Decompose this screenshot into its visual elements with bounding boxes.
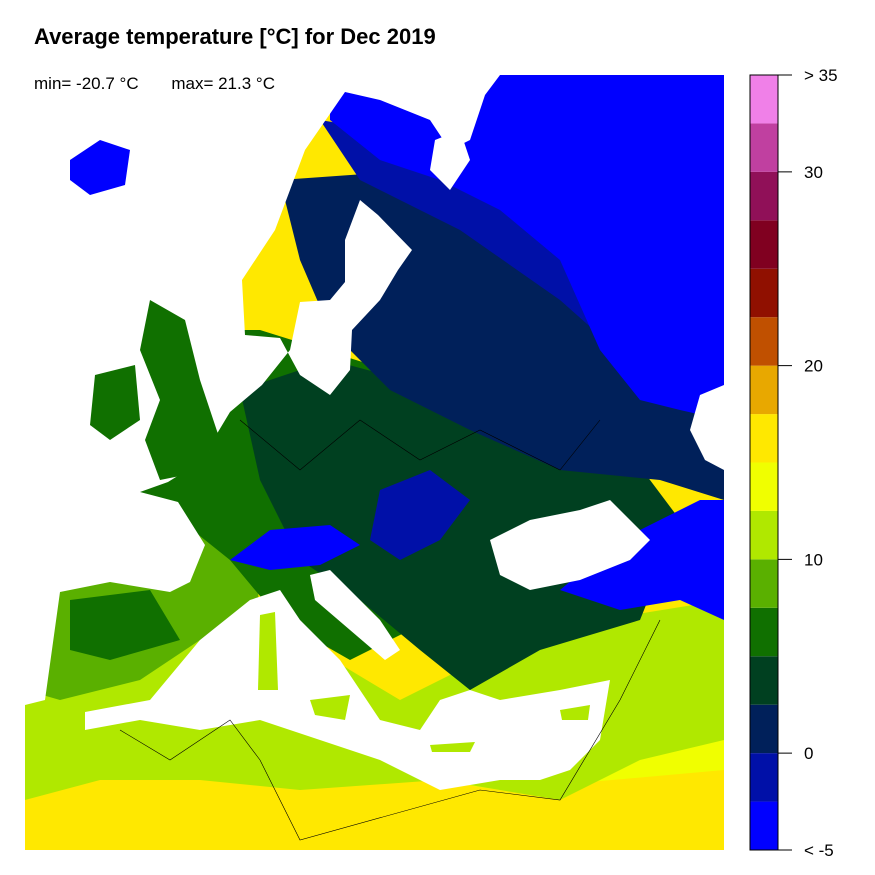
iceland [70,140,130,195]
legend-bin [750,414,778,463]
legend-bin [750,220,778,269]
legend-bin [750,462,778,511]
legend-frame [749,74,779,851]
zone-below-minus5 [330,75,724,420]
great-britain [140,300,220,480]
sardinia-corsica [258,612,278,690]
country-borders [239,419,601,471]
map-title: Average temperature [°C] for Dec 2019 [34,24,436,49]
atlantic-north-sea [25,75,500,705]
crete [430,742,475,752]
caspian-sea [690,385,724,470]
legend-tick-label: 20 [804,357,823,376]
legend-bin [750,607,778,657]
mediterranean-sea [85,590,610,790]
legend-bin [750,510,778,560]
zone-carpathians-cold [370,470,470,560]
legend-tick-label: < -5 [804,841,834,860]
cyprus [560,705,590,720]
max-value: max= 21.3 °C [171,74,275,93]
legend-tick-label: 30 [804,163,823,182]
legend-bin [750,704,778,754]
sicily [310,695,350,720]
legend-bin [750,753,778,802]
color-legend: < -5 0 10 20 30 > 35 [749,66,838,860]
legend-bin [750,123,778,172]
legend-bin [750,171,778,221]
legend-bin [750,656,778,705]
ireland [90,365,140,440]
map-area [25,75,724,850]
white-sea [430,130,470,190]
legend-bin [750,559,778,608]
country-borders-south [119,619,661,841]
legend-bin [750,75,778,124]
legend-tick-label: 10 [804,550,823,569]
zone-alps-cold [230,525,360,570]
black-sea [490,500,650,590]
zone-caucasus-turkey-cold [560,500,724,620]
legend-tick-label: > 35 [804,66,838,85]
legend-bin [750,365,778,415]
legend-bin [750,268,778,318]
adriatic-sea [310,570,400,660]
min-max-stats: min= -20.7 °C max= 21.3 °C [34,74,303,94]
legend-tick-label: 0 [804,744,813,763]
zone-7c-iberia [70,590,180,660]
min-value: min= -20.7 °C [34,74,139,93]
legend-bin [750,801,778,850]
legend-bin [750,317,778,366]
